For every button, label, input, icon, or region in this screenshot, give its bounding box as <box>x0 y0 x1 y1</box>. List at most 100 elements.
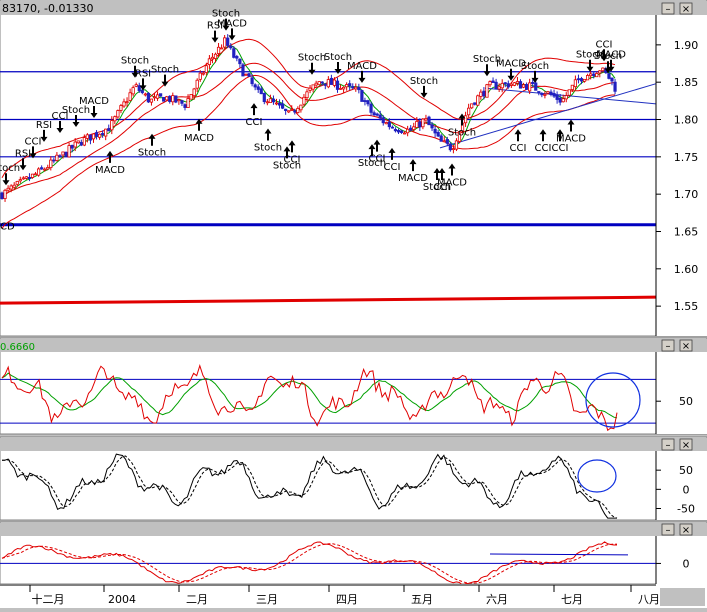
price-y-tick-label-3: 1.75 <box>674 151 699 164</box>
candle-body <box>454 140 459 150</box>
candle-body <box>329 77 334 85</box>
candle-body <box>586 75 590 81</box>
scroll-box[interactable] <box>660 588 705 606</box>
candle-body <box>473 102 477 105</box>
price-candle <box>226 34 230 49</box>
candle-body <box>280 103 285 109</box>
signal-label: CD <box>0 222 15 233</box>
price-candle <box>345 82 349 91</box>
price-candle <box>85 133 89 143</box>
price-candle <box>595 71 599 78</box>
price-candle <box>396 128 401 135</box>
candle-body <box>9 185 13 190</box>
candle-body <box>98 133 102 138</box>
x-tick-label-4: 四月 <box>336 593 358 606</box>
candle-body <box>73 141 77 148</box>
price-candle <box>335 77 340 93</box>
candle-body <box>348 83 352 87</box>
stoch-pane-minimize-button[interactable]: – <box>661 438 675 451</box>
candle-body <box>119 105 123 111</box>
price-candle <box>146 92 150 103</box>
signal-arrow-down-icon <box>211 30 219 43</box>
signal-label: CCI <box>25 136 42 147</box>
rsi-pane-close-button[interactable]: × <box>679 339 693 352</box>
rsi-pane-titlebar <box>0 339 707 352</box>
signal-arrow-down-icon <box>90 106 98 119</box>
price-candle <box>384 121 388 125</box>
rsi-pane-minimize-button[interactable]: – <box>661 339 675 352</box>
price-pane-close-button[interactable]: × <box>679 2 693 15</box>
candle-body <box>399 130 404 133</box>
price-candle <box>323 83 327 90</box>
candle-body <box>366 100 370 105</box>
price-pane-minimize-button[interactable]: – <box>661 2 675 15</box>
candle-body <box>424 118 428 121</box>
price-candle <box>37 167 41 177</box>
signal-annotation-37: CCI <box>552 129 568 154</box>
candle-body <box>482 90 486 97</box>
price-candle <box>43 167 47 172</box>
price-candle <box>52 157 56 164</box>
price-candle <box>491 77 495 83</box>
signal-label: Stoch <box>151 65 179 76</box>
candle-body <box>122 101 126 107</box>
signal-annotation-42: MACD <box>596 50 626 72</box>
signal-arrow-up-icon <box>409 159 417 172</box>
price-candle <box>73 138 77 152</box>
signal-annotation-41: CCI <box>596 39 612 62</box>
candle-body <box>479 91 483 97</box>
price-candle <box>482 87 486 100</box>
candle-body <box>476 95 480 106</box>
stoch-pane-close-button[interactable]: × <box>679 438 693 451</box>
candle-body <box>101 133 105 136</box>
price-candle <box>317 81 321 85</box>
candle-body <box>146 92 150 103</box>
candle-body <box>143 93 147 96</box>
price-candle <box>131 85 135 97</box>
macd-pane-minimize-button[interactable]: – <box>661 523 675 536</box>
price-candle <box>177 98 181 105</box>
candle-body <box>271 98 276 103</box>
x-tick-label-1: 2004 <box>108 593 136 606</box>
candle-body <box>445 139 449 144</box>
signal-arrow-up-icon <box>373 139 381 152</box>
price-candle <box>525 82 529 91</box>
price-candle <box>61 151 65 159</box>
candle-body <box>610 77 614 82</box>
candle-body <box>259 88 263 95</box>
signal-label: MACD <box>496 59 526 70</box>
candle-body <box>110 120 114 131</box>
price-candle <box>210 53 215 64</box>
stoch-k-line <box>1 453 617 519</box>
price-candle <box>162 96 166 102</box>
price-candle <box>9 184 13 193</box>
candle-body <box>375 113 379 116</box>
candle-body <box>256 86 260 90</box>
candle-body <box>311 84 315 90</box>
price-candle <box>412 122 416 133</box>
candle-body <box>177 99 181 102</box>
signal-label: Stoch <box>254 142 282 153</box>
candle-body <box>531 81 535 84</box>
stoch-plot <box>1 453 618 519</box>
price-y-tick-label-4: 1.70 <box>674 188 699 201</box>
candle-body <box>30 173 35 178</box>
signal-label: CCI <box>246 117 263 128</box>
candle-body <box>323 83 327 86</box>
price-candle <box>21 176 25 180</box>
price-candle <box>207 55 211 70</box>
price-candle <box>485 83 489 98</box>
candle-body <box>543 93 547 96</box>
macd-pane-close-button[interactable]: × <box>679 523 693 536</box>
price-candle <box>259 86 263 95</box>
price-candle <box>515 77 520 86</box>
candle-body <box>238 58 242 65</box>
price-candles <box>0 34 617 202</box>
price-candle <box>363 97 367 106</box>
signal-annotation-26: Stoch <box>410 76 438 98</box>
price-candle <box>152 92 157 101</box>
price-candle <box>372 110 376 116</box>
candle-body <box>201 72 205 75</box>
price-candle <box>70 144 74 153</box>
